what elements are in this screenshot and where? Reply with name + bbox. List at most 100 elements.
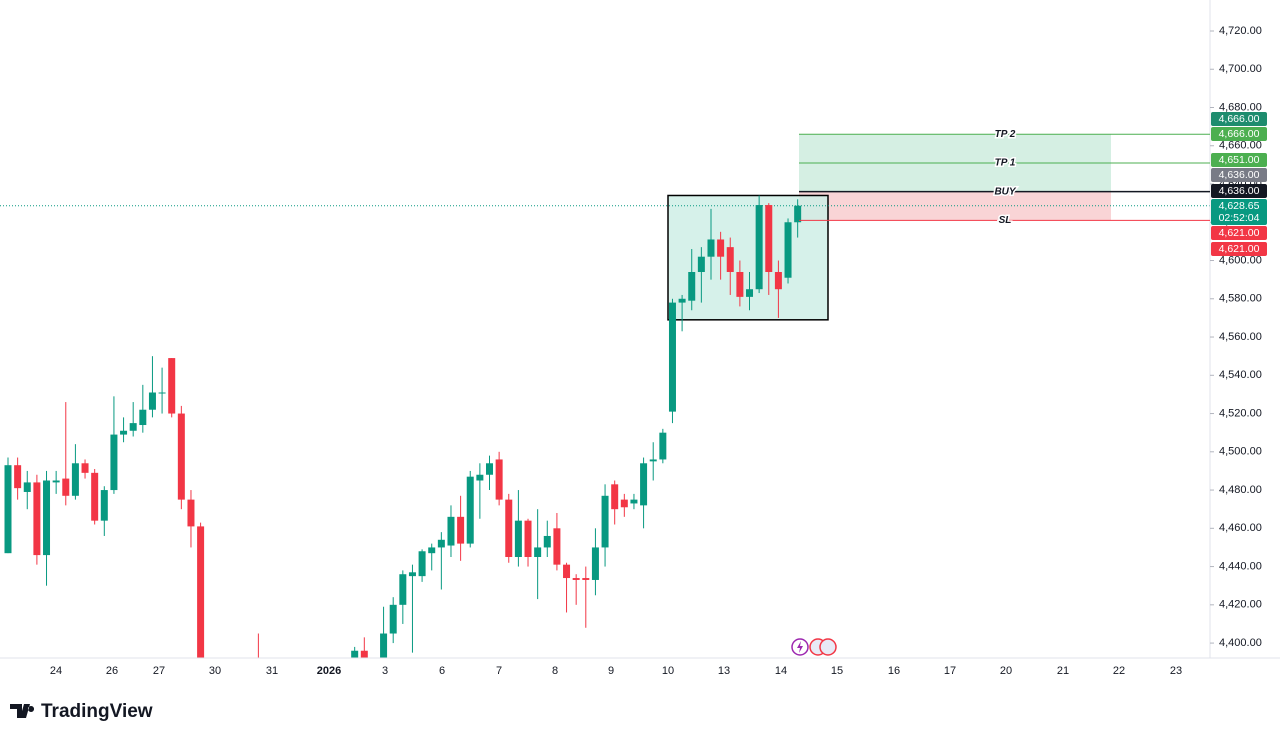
price-badge <box>1211 184 1267 198</box>
y-tick-label: 4,540.00 <box>1219 369 1262 381</box>
level-label: SL <box>999 215 1012 226</box>
x-tick-label: 9 <box>608 665 614 677</box>
x-tick-label: 7 <box>496 665 502 677</box>
candle-body <box>197 526 205 658</box>
candle-body <box>466 476 474 544</box>
price-badge <box>1211 153 1267 167</box>
candle-body <box>187 499 195 527</box>
candle-body <box>177 413 185 500</box>
price-badge-label: 4,621.00 <box>1219 227 1260 239</box>
candle-body <box>43 480 51 556</box>
candle-body <box>33 482 41 556</box>
candle-body <box>726 247 734 272</box>
candle-body <box>389 604 397 634</box>
candle-body <box>717 239 725 257</box>
y-tick-label: 4,520.00 <box>1219 407 1262 419</box>
candle-body <box>437 539 445 548</box>
price-badge <box>1211 199 1267 225</box>
brand: TradingView <box>41 701 153 722</box>
x-tick-label: 27 <box>153 665 165 677</box>
candle-body <box>428 547 436 554</box>
y-tick-label: 4,500.00 <box>1219 446 1262 458</box>
candle-body <box>746 289 754 297</box>
candle-body <box>158 392 166 394</box>
candle-body <box>52 480 60 483</box>
candle-body <box>707 239 715 257</box>
y-tick-label: 4,420.00 <box>1219 599 1262 611</box>
candle-body <box>71 463 79 496</box>
y-tick-label: 4,400.00 <box>1219 637 1262 649</box>
price-badge <box>1211 226 1267 240</box>
plot-area <box>0 134 1210 658</box>
candle-body <box>668 302 676 412</box>
y-tick-label: 4,580.00 <box>1219 293 1262 305</box>
candle-body <box>23 482 31 492</box>
y-tick-label: 4,700.00 <box>1219 63 1262 75</box>
candle-body <box>659 432 667 460</box>
candle-body <box>572 578 580 580</box>
candle-body <box>139 409 147 426</box>
candle-body <box>611 484 619 510</box>
price-badge <box>1211 112 1267 126</box>
candle-body <box>120 430 128 435</box>
candle-body <box>543 535 551 548</box>
candle-body <box>380 633 388 658</box>
price-badge-label: 4,651.00 <box>1219 154 1260 166</box>
y-tick-label: 4,440.00 <box>1219 560 1262 572</box>
x-tick-label: 21 <box>1057 665 1069 677</box>
candle-body <box>601 495 609 548</box>
candle-body <box>591 547 599 580</box>
candle-body <box>514 520 522 558</box>
y-tick-label: 4,600.00 <box>1219 254 1262 266</box>
level-label: TP 1 <box>995 158 1016 169</box>
price-badge-label: 4,666.00 <box>1219 113 1260 125</box>
price-badge-label: 4,636.00 <box>1219 169 1260 181</box>
candle-body <box>774 271 782 290</box>
candle-body <box>794 205 802 223</box>
price-badge-label: 4,636.00 <box>1219 185 1260 197</box>
x-tick-label: 3 <box>382 665 388 677</box>
candle-body <box>476 474 484 481</box>
candle-body <box>563 564 571 579</box>
price-badge-label: 4,621.00 <box>1219 243 1260 255</box>
candle-body <box>736 271 744 297</box>
x-tick-label: 8 <box>552 665 558 677</box>
candle-body <box>524 520 532 558</box>
price-badge <box>1211 168 1267 182</box>
candle-body <box>620 499 628 508</box>
candle-body <box>505 499 513 558</box>
candle-body <box>399 574 407 605</box>
candle-body <box>640 463 648 506</box>
candle-body <box>649 459 657 462</box>
candle-body <box>534 547 542 558</box>
x-tick-label: 23 <box>1170 665 1182 677</box>
x-tick-label: 17 <box>944 665 956 677</box>
x-tick-label: 10 <box>662 665 674 677</box>
logo <box>10 704 35 718</box>
candle-body <box>697 256 705 272</box>
candle-body <box>4 465 12 554</box>
candle-body <box>351 650 359 658</box>
candle-body <box>784 222 792 278</box>
candle-body <box>755 205 763 290</box>
candle-body <box>408 572 416 577</box>
x-tick-label: 22 <box>1113 665 1125 677</box>
candle-body <box>168 358 176 414</box>
countdown: 02:52:04 <box>1219 212 1260 224</box>
candle-body <box>553 528 561 565</box>
candle-body <box>678 298 686 303</box>
candle-body <box>486 463 493 475</box>
candle-body <box>129 423 137 431</box>
y-tick-label: 4,720.00 <box>1219 25 1262 37</box>
candle-body <box>110 434 118 491</box>
x-tick-label: 15 <box>831 665 843 677</box>
candle-body <box>765 205 773 272</box>
y-tick-label: 4,480.00 <box>1219 484 1262 496</box>
candle-body <box>582 578 590 580</box>
price-badge <box>1211 242 1267 256</box>
x-tick-label: 14 <box>775 665 787 677</box>
candle-body <box>14 465 22 489</box>
candle-body <box>495 459 503 500</box>
